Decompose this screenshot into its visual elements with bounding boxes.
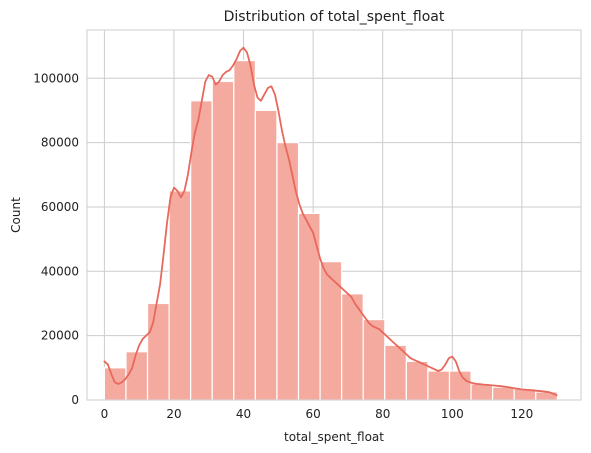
histogram-bar	[191, 101, 213, 400]
y-tick-label: 60000	[41, 200, 79, 214]
histogram-bar	[299, 213, 321, 400]
chart-title: Distribution of total_spent_float	[224, 9, 445, 25]
histogram-bar	[493, 387, 515, 400]
y-tick-label: 80000	[41, 136, 79, 150]
histogram-bar	[255, 110, 277, 400]
histogram-bar	[471, 384, 493, 400]
y-tick-label: 100000	[33, 71, 79, 85]
y-axis-label: Count	[9, 197, 23, 233]
histogram-bar	[428, 371, 450, 400]
x-axis-label: total_spent_float	[284, 430, 384, 444]
histogram-bar	[277, 143, 299, 400]
histogram-bar	[449, 371, 471, 400]
x-tick-label: 40	[236, 407, 251, 421]
histogram-bar	[234, 61, 256, 400]
x-tick-label: 100	[441, 407, 464, 421]
x-tick-label: 120	[510, 407, 533, 421]
histogram-bar	[320, 262, 342, 400]
y-tick-label: 0	[71, 393, 79, 407]
histogram-bar	[406, 361, 428, 400]
histogram-bar	[104, 368, 126, 400]
histogram-bar	[126, 352, 148, 400]
histogram-bar	[148, 303, 170, 400]
x-tick-label: 20	[166, 407, 181, 421]
histogram-bar	[385, 345, 407, 400]
histogram-bars	[104, 61, 557, 400]
y-tick-label: 40000	[41, 264, 79, 278]
y-tick-label: 20000	[41, 329, 79, 343]
histogram-bar	[212, 81, 234, 400]
histogram-bar	[169, 191, 191, 400]
x-tick-label: 80	[375, 407, 390, 421]
x-tick-label: 0	[101, 407, 109, 421]
x-tick-label: 60	[305, 407, 320, 421]
